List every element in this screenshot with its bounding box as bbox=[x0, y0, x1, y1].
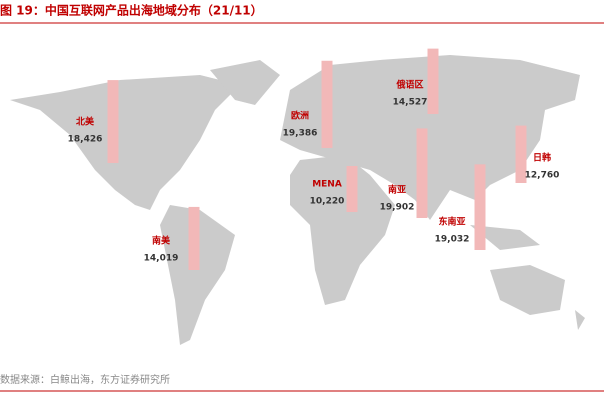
region-name: MENA bbox=[312, 180, 342, 190]
region-name: 南美 bbox=[152, 235, 171, 247]
region-name: 南亚 bbox=[388, 184, 406, 196]
value-label: 12,760 bbox=[525, 171, 560, 181]
value-label: 14,527 bbox=[393, 98, 428, 108]
region-name: 俄语区 bbox=[395, 79, 423, 91]
value-label: 14,019 bbox=[144, 254, 179, 264]
value-label: 10,220 bbox=[310, 197, 345, 207]
value-label: 19,386 bbox=[283, 129, 318, 139]
bar bbox=[515, 125, 527, 183]
value-label: 19,902 bbox=[380, 203, 415, 213]
region-name: 日韩 bbox=[533, 152, 551, 164]
bar bbox=[346, 166, 358, 212]
world-map bbox=[10, 55, 585, 345]
bar bbox=[188, 206, 200, 270]
region-name: 东南亚 bbox=[438, 216, 465, 228]
bar bbox=[416, 128, 428, 218]
bar bbox=[474, 164, 486, 250]
value-label: 18,426 bbox=[68, 135, 103, 145]
chart-title: 图 19：中国互联网产品出海地域分布（21/11） bbox=[0, 3, 263, 18]
source-note: 数据来源：白鲸出海，东方证券研究所 bbox=[0, 373, 170, 386]
region-name: 欧洲 bbox=[291, 110, 309, 122]
bar bbox=[107, 80, 119, 163]
region-name: 北美 bbox=[76, 116, 95, 128]
bar bbox=[321, 60, 333, 148]
bar bbox=[427, 48, 439, 114]
value-label: 19,032 bbox=[435, 235, 470, 245]
